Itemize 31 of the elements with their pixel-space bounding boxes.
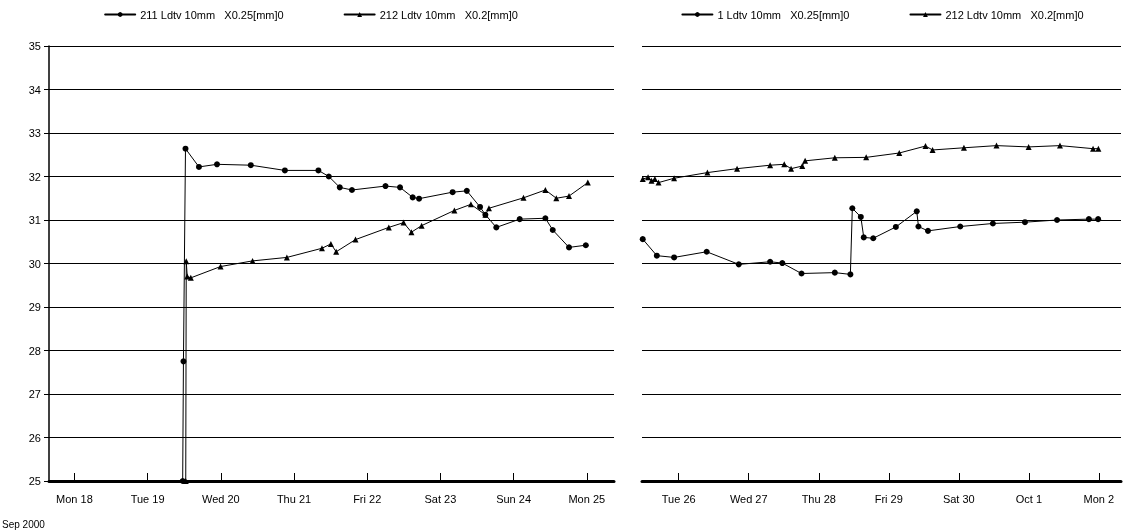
x-tick-label: Wed 20 <box>201 492 240 505</box>
y-tick-label: 29 <box>28 301 41 313</box>
x-tick-label: Fri 29 <box>874 492 903 505</box>
y-tick-label: 28 <box>28 344 41 357</box>
x-tick-label: Sat 23 <box>424 492 457 505</box>
x-tick-label: Mon 25 <box>568 492 606 505</box>
x-tick-label: Mon 18 <box>56 492 93 505</box>
y-tick-label: 31 <box>28 214 41 226</box>
x-tick-label: Oct 1 <box>1015 492 1042 505</box>
x-tick-label: Thu 21 <box>276 492 312 505</box>
y-tick-label: 27 <box>28 388 41 400</box>
y-tick-label: 32 <box>28 170 41 183</box>
y-tick-label: 33 <box>28 127 41 139</box>
x-tick-label: Tue 26 <box>661 492 696 505</box>
y-tick-label: 30 <box>28 257 41 270</box>
legend-label: 211 Ldtv 10mm X0.25[mm]0 <box>140 8 284 21</box>
legend-label: 212 Ldtv 10mm X0.2[mm]0 <box>379 8 518 21</box>
y-tick-label: 34 <box>28 83 41 96</box>
y-tick-label: 35 <box>28 40 41 52</box>
x-tick-label: Sun 24 <box>496 492 532 505</box>
legend-label: 1 Ldtv 10mm X0.25[mm]0 <box>717 8 850 21</box>
x-tick-label: Wed 27 <box>729 492 768 505</box>
x-tick-label: Mon 2 <box>1083 492 1115 505</box>
legend-label: 212 Ldtv 10mm X0.2[mm]0 <box>945 8 1084 21</box>
y-tick-label: 26 <box>28 431 41 444</box>
y-tick-label: 25 <box>28 475 41 487</box>
x-tick-label: Fri 22 <box>353 492 382 505</box>
x-tick-label: Thu 28 <box>801 492 836 505</box>
text: Sep 2000 <box>2 518 46 530</box>
x-tick-label: Tue 19 <box>130 492 165 505</box>
x-tick-label: Sat 30 <box>942 492 975 505</box>
